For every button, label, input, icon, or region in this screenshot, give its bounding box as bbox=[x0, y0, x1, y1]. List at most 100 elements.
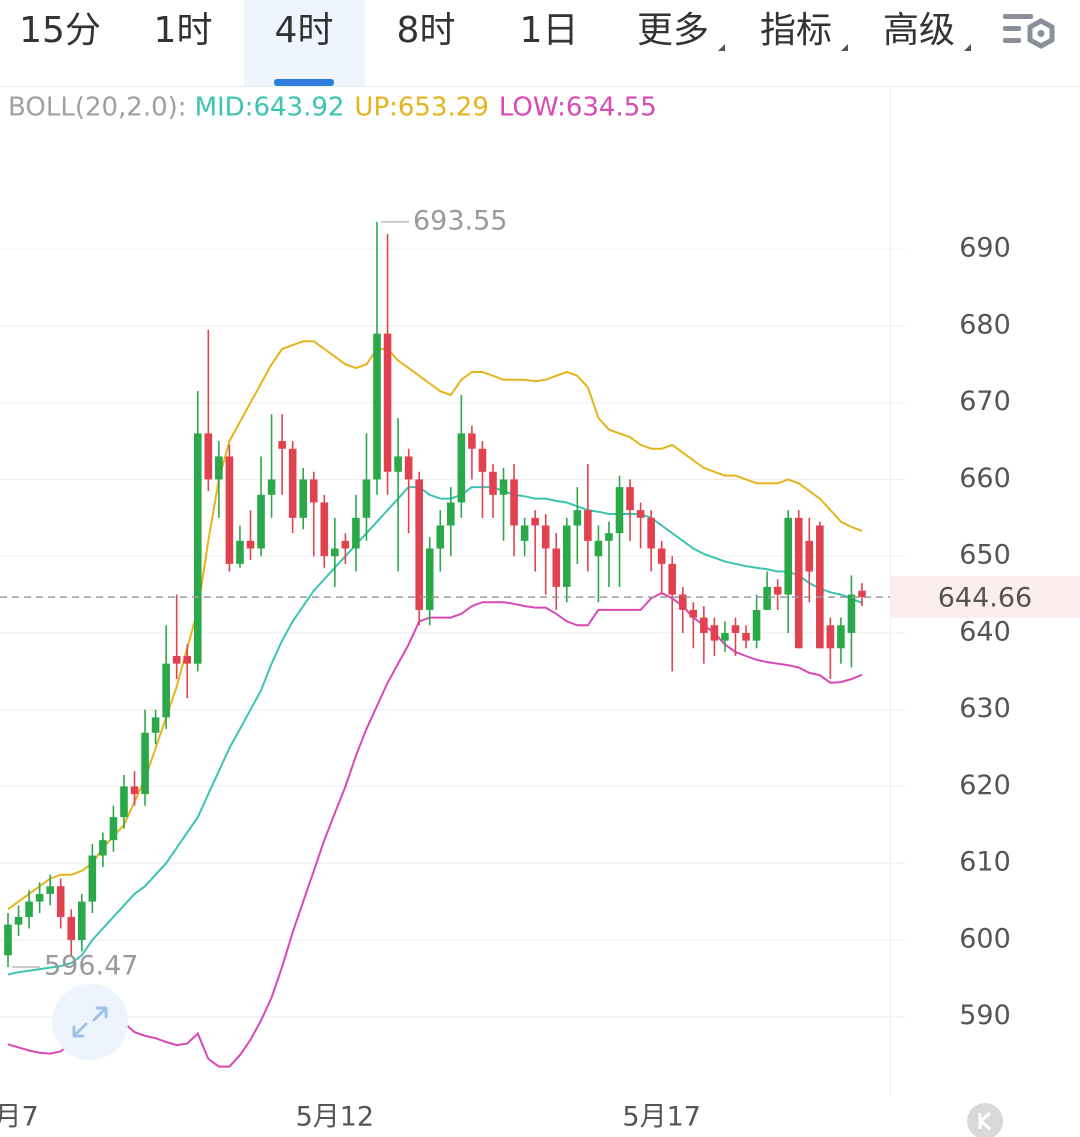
x-tick-label: 5月7 bbox=[0, 1102, 39, 1133]
last-price-label: 644.66 bbox=[938, 583, 1032, 614]
candle-body bbox=[267, 479, 276, 495]
candle-body bbox=[784, 517, 792, 595]
candle-body bbox=[541, 525, 550, 549]
y-tick-label: 650 bbox=[959, 540, 1011, 571]
candle-body bbox=[141, 732, 149, 795]
active-tab-underline bbox=[274, 79, 334, 86]
candle-body bbox=[678, 594, 687, 610]
candle-body bbox=[373, 333, 381, 480]
candle-body bbox=[499, 479, 508, 495]
candle-body bbox=[552, 548, 561, 587]
candle-body bbox=[67, 916, 76, 940]
y-tick-label: 620 bbox=[959, 770, 1011, 801]
candle-body bbox=[636, 510, 645, 518]
candle-body bbox=[489, 471, 497, 495]
candle-body bbox=[816, 525, 824, 649]
candle-body bbox=[773, 586, 782, 595]
x-tick-label: 5月17 bbox=[622, 1102, 701, 1133]
candle-body bbox=[46, 886, 54, 894]
candle-body bbox=[752, 609, 761, 641]
y-tick-label: 690 bbox=[959, 233, 1011, 264]
indicator-label: BOLL(20,2.0): bbox=[8, 93, 187, 123]
boll-line bbox=[7, 340, 863, 911]
candle-body bbox=[120, 786, 128, 818]
candle-body bbox=[35, 893, 44, 902]
candle-body bbox=[352, 517, 360, 549]
candle-body bbox=[183, 655, 192, 664]
annotation-label: 693.55 bbox=[413, 205, 507, 236]
candle-body bbox=[341, 540, 350, 549]
candle-body bbox=[805, 540, 814, 572]
legend-entry: MID:643.92 bbox=[195, 93, 345, 123]
annotation-label: 596.47 bbox=[44, 951, 138, 982]
candle-body bbox=[447, 502, 455, 526]
candle-body bbox=[731, 625, 740, 633]
y-tick-label: 660 bbox=[959, 463, 1011, 494]
candle-body bbox=[668, 563, 677, 595]
tab[interactable]: 4时 bbox=[275, 10, 334, 51]
candle-body bbox=[309, 479, 318, 503]
candle-body bbox=[425, 548, 434, 610]
candle-body bbox=[14, 916, 23, 925]
candle-body bbox=[25, 901, 33, 917]
candle-body bbox=[573, 510, 582, 526]
candle-body bbox=[689, 609, 698, 618]
x-tick-label: 5月12 bbox=[296, 1102, 375, 1133]
candle-body bbox=[394, 456, 402, 472]
tab[interactable]: 高级 bbox=[883, 10, 955, 51]
candle-body bbox=[647, 517, 655, 549]
tab[interactable]: 指标 bbox=[760, 10, 832, 51]
candle-body bbox=[215, 456, 223, 480]
candle-body bbox=[594, 540, 603, 557]
candle-body bbox=[626, 487, 634, 511]
y-tick-label: 630 bbox=[959, 693, 1011, 724]
last-price-box bbox=[891, 576, 1080, 619]
y-tick-label: 590 bbox=[959, 1000, 1011, 1031]
candle-body bbox=[700, 617, 708, 633]
candle-body bbox=[193, 433, 202, 664]
tab[interactable]: 更多 bbox=[637, 10, 709, 51]
tab[interactable]: 15分 bbox=[19, 10, 101, 51]
candle-body bbox=[383, 333, 392, 472]
candle-body bbox=[520, 525, 529, 541]
candle-body bbox=[88, 855, 97, 902]
candle-body bbox=[436, 525, 445, 549]
boll-line bbox=[7, 486, 863, 976]
candle-body bbox=[299, 479, 308, 518]
candle-body bbox=[172, 655, 181, 664]
candle-body bbox=[478, 448, 487, 472]
y-tick-label: 680 bbox=[959, 309, 1011, 340]
legend-entry: LOW:634.55 bbox=[499, 93, 657, 123]
candle-body bbox=[109, 817, 118, 841]
settings-icon[interactable] bbox=[1003, 14, 1055, 49]
candle-body bbox=[362, 479, 371, 518]
candle-body bbox=[236, 540, 244, 564]
dropdown-arrow bbox=[964, 44, 971, 51]
candle-body bbox=[763, 586, 771, 610]
candle-body bbox=[468, 433, 476, 449]
candle-body bbox=[246, 540, 255, 549]
k-button[interactable] bbox=[967, 1103, 1003, 1137]
tab[interactable]: 8时 bbox=[397, 10, 456, 51]
candle-body bbox=[562, 525, 571, 587]
legend-entry: UP:653.29 bbox=[354, 93, 488, 123]
tab[interactable]: 1时 bbox=[154, 10, 213, 51]
candle-body bbox=[415, 479, 423, 610]
tab-bar: 15分 1时 4时 8时 1日 更多 指标 高级 bbox=[19, 0, 971, 86]
candle-body bbox=[320, 502, 329, 557]
candle-body bbox=[204, 433, 213, 480]
expand-button[interactable] bbox=[52, 984, 128, 1060]
y-tick-label: 610 bbox=[959, 847, 1011, 878]
candle-body bbox=[56, 886, 65, 917]
candle-body bbox=[510, 479, 518, 526]
candle-body bbox=[257, 494, 265, 549]
candle-body bbox=[584, 510, 592, 541]
tab[interactable]: 1日 bbox=[520, 10, 579, 51]
dropdown-arrow bbox=[841, 44, 848, 51]
candle-body bbox=[615, 487, 624, 534]
candle-body bbox=[278, 441, 286, 449]
candle-body bbox=[531, 517, 539, 526]
candle-body bbox=[99, 840, 107, 856]
candle-body bbox=[858, 590, 866, 598]
